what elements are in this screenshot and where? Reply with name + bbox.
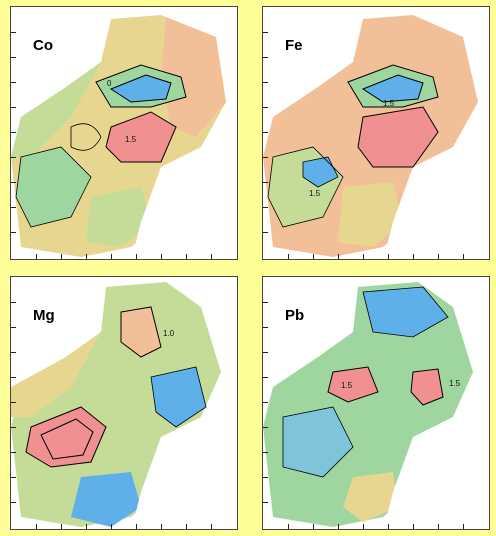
contour-label: 1.5: [125, 135, 137, 144]
contour-label: 1.5: [449, 379, 461, 388]
contour-label: 1.5: [309, 189, 321, 198]
axis-tick: [263, 302, 268, 303]
axis-tick: [263, 57, 268, 58]
axis-tick: [263, 107, 268, 108]
axis-tick: [263, 232, 268, 233]
axis-tick: [263, 82, 268, 83]
axis-tick: [338, 254, 339, 259]
axis-tick: [86, 254, 87, 259]
axis-tick: [313, 524, 314, 529]
axis-tick: [86, 524, 87, 529]
axis-tick: [463, 254, 464, 259]
axis-tick: [313, 254, 314, 259]
axis-tick: [11, 377, 16, 378]
axis-tick: [438, 254, 439, 259]
axis-tick: [11, 157, 16, 158]
axis-tick: [263, 182, 268, 183]
axis-tick: [136, 254, 137, 259]
axis-tick: [61, 524, 62, 529]
axis-tick: [11, 232, 16, 233]
element-label: Mg: [33, 307, 55, 324]
axis-tick: [463, 524, 464, 529]
axis-tick: [263, 132, 268, 133]
contour-label: 1.5: [341, 381, 353, 390]
contour-map-pb: [263, 282, 489, 529]
contour-label: 1.5: [383, 99, 395, 108]
axis-tick: [338, 524, 339, 529]
axis-tick: [413, 524, 414, 529]
axis-tick: [161, 524, 162, 529]
axis-tick: [263, 377, 268, 378]
map-panel-mg: Mg 1.0: [10, 276, 238, 530]
element-label: Co: [33, 37, 53, 54]
axis-tick: [263, 32, 268, 33]
axis-tick: [413, 254, 414, 259]
axis-tick: [111, 524, 112, 529]
axis-tick: [288, 524, 289, 529]
map-panel-fe: Fe 1.5 1.5: [262, 6, 490, 260]
axis-tick: [263, 477, 268, 478]
axis-tick: [263, 352, 268, 353]
axis-tick: [11, 452, 16, 453]
axis-tick: [11, 132, 16, 133]
axis-tick: [11, 502, 16, 503]
map-panel-pb: Pb 1.5 1.5: [262, 276, 490, 530]
axis-tick: [363, 524, 364, 529]
axis-tick: [438, 524, 439, 529]
contour-map-mg: [11, 282, 237, 529]
axis-tick: [11, 302, 16, 303]
contour-map-fe: [263, 15, 489, 259]
axis-tick: [211, 524, 212, 529]
axis-tick: [11, 402, 16, 403]
map-panel-co: Co 0 1.5: [10, 6, 238, 260]
axis-tick: [11, 352, 16, 353]
axis-tick: [388, 524, 389, 529]
axis-tick: [186, 524, 187, 529]
axis-tick: [11, 207, 16, 208]
element-label: Fe: [285, 37, 303, 54]
axis-tick: [11, 82, 16, 83]
axis-tick: [11, 477, 16, 478]
axis-tick: [11, 182, 16, 183]
axis-tick: [263, 207, 268, 208]
axis-tick: [263, 157, 268, 158]
contour-label: 0: [107, 79, 112, 88]
axis-tick: [263, 452, 268, 453]
axis-tick: [388, 254, 389, 259]
axis-tick: [263, 402, 268, 403]
axis-tick: [36, 254, 37, 259]
axis-tick: [288, 254, 289, 259]
element-label: Pb: [285, 307, 305, 324]
axis-tick: [11, 427, 16, 428]
axis-tick: [263, 502, 268, 503]
axis-tick: [263, 427, 268, 428]
contour-map-co: [11, 15, 237, 259]
contour-label: 1.0: [163, 329, 175, 338]
axis-tick: [36, 524, 37, 529]
axis-tick: [186, 254, 187, 259]
axis-tick: [11, 57, 16, 58]
axis-tick: [211, 254, 212, 259]
axis-tick: [61, 254, 62, 259]
axis-tick: [11, 107, 16, 108]
axis-tick: [263, 327, 268, 328]
axis-tick: [363, 254, 364, 259]
axis-tick: [136, 524, 137, 529]
axis-tick: [111, 254, 112, 259]
axis-tick: [11, 327, 16, 328]
axis-tick: [11, 32, 16, 33]
axis-tick: [161, 254, 162, 259]
